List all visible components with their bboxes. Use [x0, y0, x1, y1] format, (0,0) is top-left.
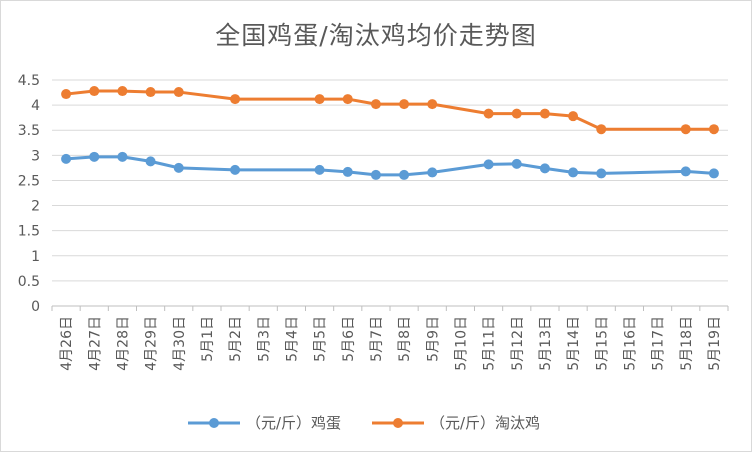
- x-tick-label: 5月9日: [425, 316, 441, 362]
- series-line: [65, 89, 714, 131]
- x-tick-label: 4月29日: [144, 316, 160, 371]
- y-tick-label: 2.5: [18, 173, 40, 189]
- y-tick-label: 3: [31, 148, 40, 164]
- data-point: [89, 151, 100, 162]
- legend-label: （元/斤）鸡蛋: [246, 414, 341, 432]
- x-tick-label: 5月19日: [707, 316, 723, 371]
- gridlines: [52, 79, 728, 307]
- data-point: [145, 87, 156, 98]
- data-point: [370, 99, 381, 110]
- data-point: [539, 163, 550, 174]
- data-point: [342, 94, 353, 105]
- series-line: [65, 155, 715, 177]
- data-point: [483, 159, 494, 170]
- data-point: [61, 89, 72, 100]
- series-layer: [61, 86, 719, 180]
- x-tick-label: 5月8日: [397, 316, 413, 362]
- x-tick-label: 5月5日: [313, 316, 329, 362]
- data-point: [61, 153, 72, 164]
- x-tick-label: 5月1日: [200, 316, 216, 362]
- data-point: [230, 94, 241, 105]
- x-tick-label: 5月14日: [566, 316, 582, 371]
- data-point: [342, 166, 353, 177]
- x-tick-label: 4月27日: [87, 316, 103, 371]
- x-tick-label: 5月10日: [453, 316, 469, 371]
- legend-label: （元/斤）淘汰鸡: [430, 414, 540, 432]
- x-tick-label: 5月6日: [341, 316, 357, 362]
- data-point: [427, 167, 438, 178]
- x-tick-label: 5月11日: [482, 316, 498, 371]
- data-point: [680, 166, 691, 177]
- legend-marker: [209, 418, 219, 428]
- x-tick-label: 5月16日: [622, 316, 638, 371]
- x-tick-label: 5月4日: [284, 316, 300, 362]
- data-point: [399, 169, 410, 180]
- data-point: [568, 111, 579, 122]
- y-tick-label: 2: [31, 199, 40, 215]
- data-point: [314, 164, 325, 175]
- x-tick-label: 5月2日: [228, 316, 244, 362]
- y-tick-label: 1: [31, 249, 40, 265]
- y-tick-label: 0: [31, 299, 40, 315]
- y-tick-label: 0.5: [18, 274, 40, 290]
- data-point: [539, 108, 550, 119]
- data-point: [173, 162, 184, 173]
- x-tick-label: 5月12日: [510, 316, 526, 371]
- chart-title: 全国鸡蛋/淘汰鸡均价走势图: [215, 21, 537, 50]
- data-point: [680, 124, 691, 135]
- legend-marker: [393, 418, 403, 428]
- y-tick-label: 4: [31, 98, 40, 114]
- y-tick-label: 1.5: [18, 224, 40, 240]
- data-point: [173, 87, 184, 98]
- data-point: [314, 94, 325, 105]
- data-point: [370, 169, 381, 180]
- data-point: [89, 86, 100, 97]
- x-tick-label: 4月26日: [59, 316, 75, 371]
- x-tick-label: 5月15日: [594, 316, 610, 371]
- data-point: [145, 156, 156, 167]
- x-axis: 4月26日 4月27日 4月28日 4月29日 4月30日 5月1日 5月2日 5月3日 5月4…: [51, 306, 729, 371]
- data-point: [511, 108, 522, 119]
- data-point: [708, 124, 719, 135]
- x-tick-label: 5月3日: [256, 316, 272, 362]
- x-tick-label: 4月28日: [115, 316, 131, 371]
- data-point: [427, 99, 438, 110]
- data-point: [117, 151, 128, 162]
- data-point: [596, 168, 607, 179]
- data-point: [230, 164, 241, 175]
- x-tick-label: 5月18日: [679, 316, 695, 371]
- y-axis: 0 0.5 1 1.5 2 2.5 3 3.5 4 4.5: [18, 73, 40, 315]
- data-point: [596, 124, 607, 135]
- y-tick-label: 3.5: [18, 123, 40, 139]
- x-tick-label: 5月7日: [369, 316, 385, 362]
- legend: （元/斤）鸡蛋 （元/斤）淘汰鸡: [188, 414, 540, 432]
- data-point: [511, 158, 522, 169]
- data-point: [399, 99, 410, 110]
- x-tick-label: 4月30日: [172, 316, 188, 371]
- data-point: [708, 168, 719, 179]
- x-tick-label: 5月17日: [651, 316, 667, 371]
- data-point: [483, 108, 494, 119]
- x-tick-label: 5月13日: [538, 316, 554, 371]
- data-point: [117, 86, 128, 97]
- data-point: [568, 167, 579, 178]
- y-tick-label: 4.5: [18, 73, 40, 89]
